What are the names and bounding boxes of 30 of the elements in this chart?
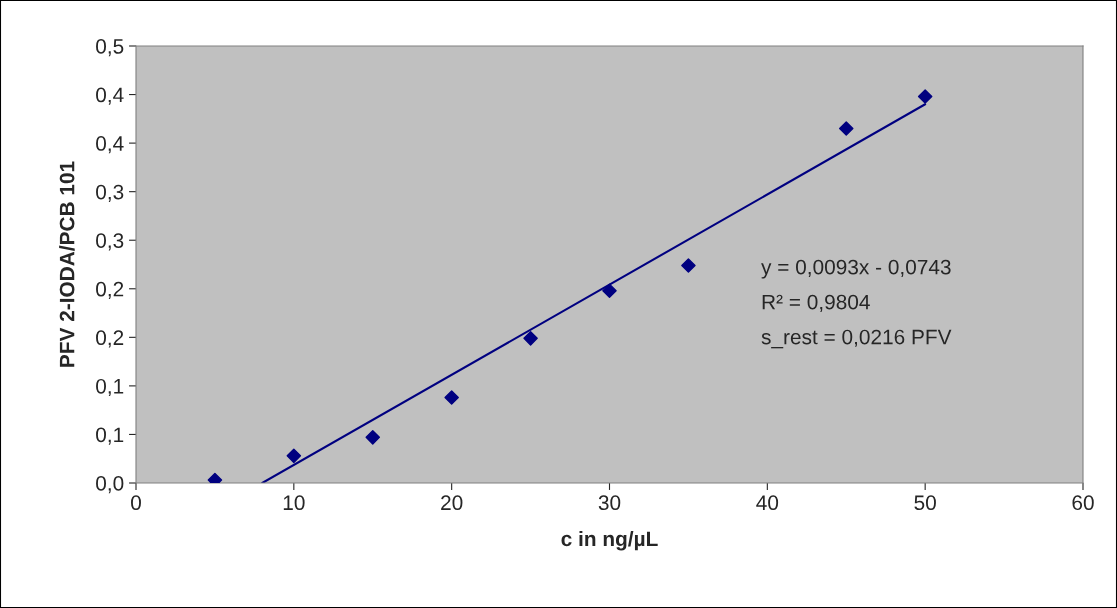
x-axis-title: c in ng/µL (561, 530, 658, 551)
y-tick-label: 0,2 (96, 281, 124, 299)
annotation: y = 0,0093x - 0,0743 (761, 259, 951, 279)
y-axis-title: PFV 2-IODA/PCB 101 (59, 161, 75, 367)
point (838, 121, 854, 136)
x-tick-label: 0 (131, 495, 141, 511)
y-tick-label: 0,1 (96, 427, 124, 445)
annotation: s_rest = 0,0216 PFV (761, 329, 952, 349)
y-tick-label: 0,3 (96, 184, 124, 202)
y-tick-label: 0,3 (96, 233, 124, 251)
y-tick-label: 0,4 (96, 136, 124, 154)
x-tick-label: 40 (756, 495, 779, 511)
x-tick-label: 50 (914, 495, 936, 511)
x-tick-label: 60 (1072, 495, 1094, 511)
point (602, 283, 617, 299)
y-tick-label: 0,2 (96, 330, 124, 348)
x-tick-label: 30 (598, 495, 621, 511)
point (444, 390, 459, 405)
annotation: R² = 0,9804 (762, 294, 870, 312)
point (523, 331, 538, 346)
y-tick-label: 0,0 (96, 476, 124, 494)
x-tick-label: 10 (283, 495, 305, 511)
point (286, 448, 302, 464)
y-tick-label: 0,5 (96, 39, 124, 57)
point (917, 89, 933, 104)
y-tick-label: 0,1 (96, 378, 124, 397)
point (681, 258, 696, 273)
point (365, 430, 381, 445)
y-tick-label: 0,4 (96, 87, 124, 105)
x-tick-label: 20 (441, 495, 463, 511)
